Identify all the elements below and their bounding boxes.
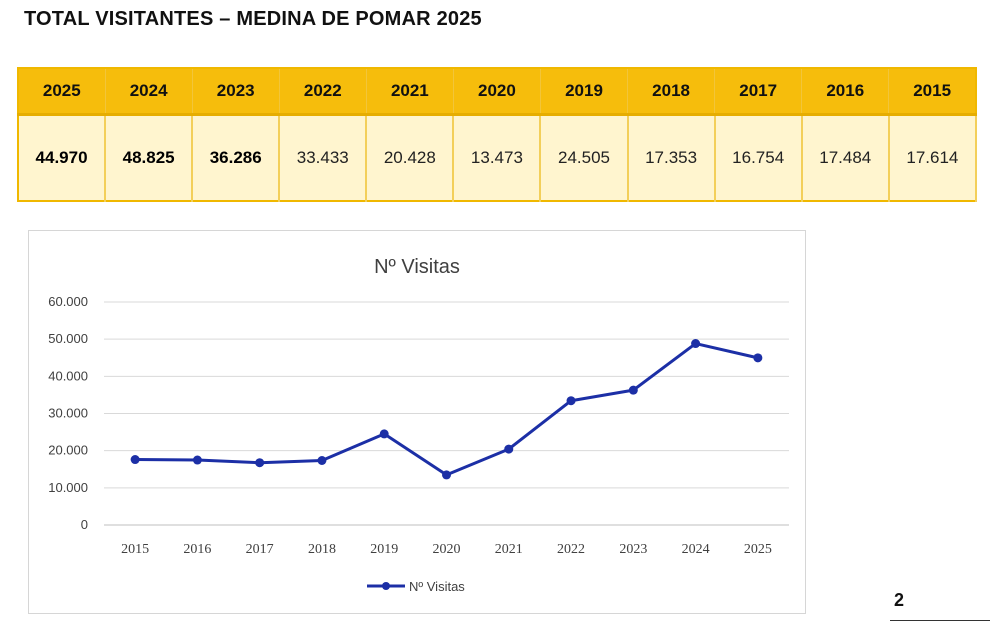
x-tick-label: 2023 — [619, 542, 647, 557]
y-tick-label: 20.000 — [48, 443, 88, 458]
page-number: 2 — [894, 590, 905, 610]
chart-canvas: Nº Visitas 0 10.000 20.000 30.000 40.000 50.0… — [48, 256, 789, 594]
x-tick-label: 2016 — [183, 542, 211, 557]
x-tick-label: 2025 — [744, 542, 772, 557]
y-tick-label: 50.000 — [48, 331, 88, 346]
visitors-table: 2025 2024 2023 2022 2021 2020 2019 2018 … — [17, 67, 978, 202]
chart-title: Nº Visitas — [374, 256, 460, 278]
chart-legend: Nº Visitas — [367, 579, 465, 594]
y-tick-label: 0 — [81, 517, 88, 532]
visitors-cell: 36.286 — [192, 114, 281, 201]
y-tick-label: 30.000 — [48, 406, 88, 421]
visitors-cell: 13.473 — [453, 114, 542, 201]
x-tick-label: 2019 — [370, 542, 398, 557]
year-header: 2016 — [801, 68, 890, 116]
year-header: 2020 — [453, 68, 541, 116]
visitors-cell: 33.433 — [279, 114, 368, 201]
legend-label: Nº Visitas — [409, 579, 465, 594]
table-row: 44.970 48.825 36.286 33.433 20.428 13.47… — [18, 114, 978, 201]
year-header: 2019 — [540, 68, 629, 116]
visitors-cell: 17.614 — [888, 114, 978, 201]
year-header: 2025 — [18, 68, 106, 116]
visits-chart: Nº Visitas 0 10.000 20.000 30.000 40.000 50.0… — [28, 230, 806, 614]
page-number-rule — [890, 620, 990, 621]
legend-marker — [382, 582, 390, 590]
data-point — [691, 339, 701, 349]
y-tick-label: 40.000 — [48, 368, 88, 383]
data-point — [317, 456, 327, 466]
x-tick-label: 2021 — [495, 542, 523, 557]
data-point — [566, 396, 576, 406]
x-tick-label: 2015 — [121, 542, 149, 557]
visitors-cell: 17.353 — [627, 114, 716, 201]
year-header: 2023 — [192, 68, 280, 116]
year-header: 2017 — [714, 68, 803, 116]
x-tick-label: 2020 — [433, 542, 461, 557]
x-tick-label: 2017 — [246, 542, 274, 557]
data-point — [753, 353, 763, 363]
page-title: TOTAL VISITANTES – MEDINA DE POMAR 2025 — [24, 8, 482, 30]
series-line — [133, 342, 760, 477]
visitors-cell: 24.505 — [540, 114, 629, 201]
x-tick-label: 2022 — [557, 542, 585, 557]
visitors-cell: 44.970 — [18, 114, 107, 201]
data-point — [504, 444, 514, 454]
y-tick-label: 10.000 — [48, 480, 88, 495]
x-tick-label: 2024 — [682, 542, 710, 557]
table-header-row: 2025 2024 2023 2022 2021 2020 2019 2018 … — [18, 68, 977, 116]
data-point — [130, 455, 140, 465]
visitors-cell: 20.428 — [366, 114, 455, 201]
visitors-cell: 48.825 — [105, 114, 194, 201]
data-point — [192, 455, 202, 465]
visitors-cell: 16.754 — [714, 114, 803, 201]
year-header: 2022 — [279, 68, 367, 116]
data-point — [442, 470, 451, 480]
year-header: 2018 — [627, 68, 716, 116]
visitors-cell: 17.484 — [801, 114, 890, 201]
data-point — [255, 458, 265, 468]
year-header: 2015 — [888, 68, 977, 116]
data-point — [628, 385, 638, 395]
x-tick-label: 2018 — [308, 542, 336, 557]
y-tick-label: 60.000 — [48, 294, 88, 309]
year-header: 2021 — [366, 68, 454, 116]
year-header: 2024 — [105, 68, 193, 116]
data-point — [379, 429, 389, 439]
